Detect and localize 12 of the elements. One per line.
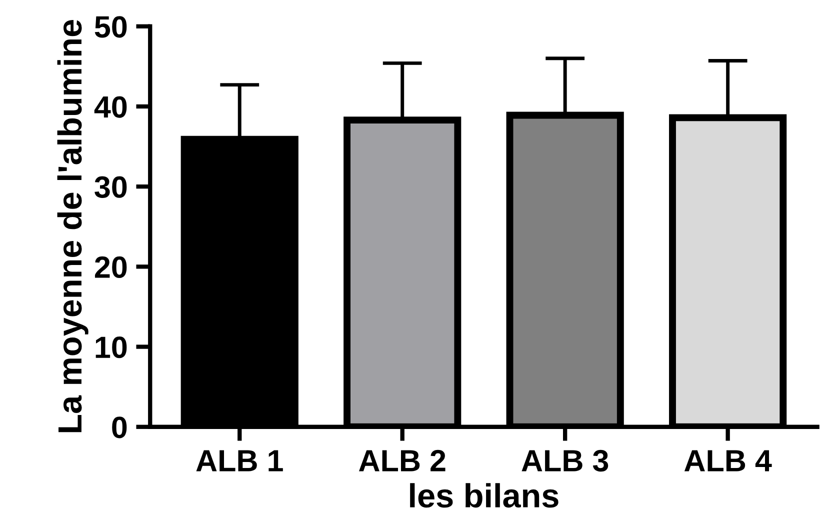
x-tick-label: ALB 3 <box>522 450 608 472</box>
y-tick-label: 0 <box>112 416 127 438</box>
x-tick-label: ALB 2 <box>358 450 446 472</box>
y-tick-label: 50 <box>94 16 127 38</box>
x-tick-label: ALB 1 <box>196 450 283 472</box>
y-tick-label: 30 <box>94 176 127 198</box>
x-axis-title: les bilans <box>410 483 558 508</box>
y-tick-label: 40 <box>94 96 127 118</box>
y-axis-title: La moyenne de l'albumine <box>57 20 88 432</box>
y-tick-label: 10 <box>96 336 127 358</box>
x-tick-label: ALB 4 <box>684 450 772 472</box>
y-tick-label: 20 <box>94 256 127 278</box>
